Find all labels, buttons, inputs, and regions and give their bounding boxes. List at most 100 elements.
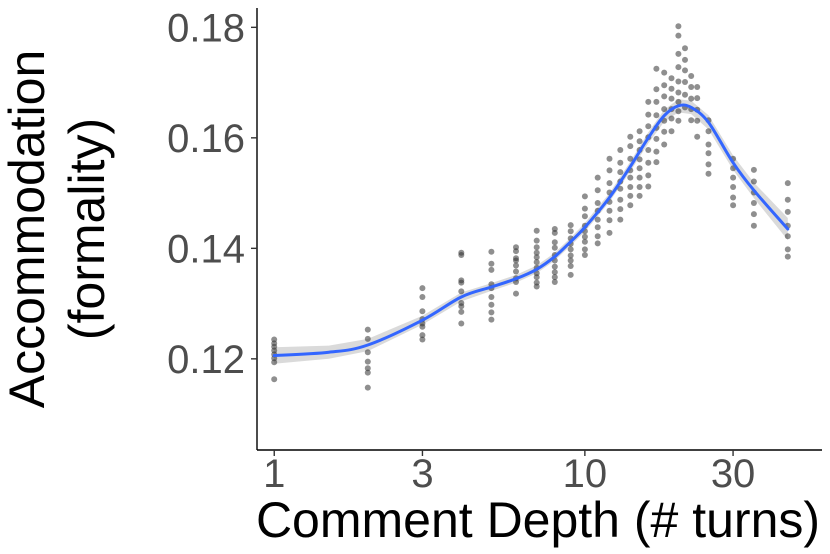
data-point (668, 128, 675, 135)
smooth-line-layer (272, 103, 790, 357)
data-point (551, 244, 558, 251)
y-tick-label: 0.14 (167, 227, 245, 271)
data-point (594, 233, 601, 240)
data-point (784, 253, 791, 260)
data-point (661, 69, 668, 76)
data-point (458, 303, 465, 310)
data-point (533, 283, 540, 290)
data-point (606, 229, 613, 236)
data-point (606, 207, 613, 214)
data-point (636, 192, 643, 199)
data-point (636, 156, 643, 163)
data-point (364, 335, 371, 342)
data-point (488, 309, 495, 316)
data-point (645, 147, 652, 153)
data-point (513, 290, 519, 297)
data-point (488, 294, 495, 300)
data-point (705, 141, 712, 148)
data-point (617, 216, 624, 223)
data-point (705, 170, 712, 177)
data-points-layer (271, 23, 791, 391)
data-point (750, 166, 757, 173)
data-point (606, 217, 613, 224)
data-point (419, 323, 426, 330)
data-point (533, 259, 540, 266)
data-point (567, 252, 574, 259)
data-point (653, 98, 660, 105)
data-point (688, 95, 695, 102)
y-axis-title: Accommodation (formality) (0, 50, 115, 409)
data-point (606, 180, 613, 187)
data-point (364, 326, 371, 333)
data-point (730, 184, 737, 190)
data-point (581, 233, 588, 240)
x-tick-label: 3 (411, 452, 433, 496)
data-point (675, 89, 682, 96)
data-point (364, 369, 371, 376)
data-point (458, 288, 465, 295)
data-point (750, 211, 757, 218)
confidence-band (274, 99, 788, 364)
data-point (661, 82, 668, 89)
data-point (705, 161, 712, 168)
data-point (533, 254, 540, 261)
data-point (653, 86, 660, 93)
data-point (705, 150, 712, 157)
data-point (594, 216, 601, 223)
data-point (675, 117, 682, 124)
data-point (419, 285, 426, 292)
data-point (364, 384, 371, 391)
confidence-band-layer (274, 99, 788, 364)
data-point (645, 111, 652, 118)
data-point (488, 248, 495, 255)
data-point (675, 32, 682, 39)
data-point (594, 174, 601, 181)
data-point (364, 365, 371, 372)
data-point (730, 202, 737, 209)
data-point (636, 138, 643, 145)
data-point (627, 202, 634, 209)
axes-layer (256, 8, 822, 451)
data-point (567, 228, 574, 235)
data-point (784, 246, 791, 253)
data-point (636, 128, 643, 135)
data-point (784, 196, 791, 203)
data-point (645, 123, 652, 130)
data-point (458, 308, 465, 315)
data-point (594, 224, 601, 231)
data-point (627, 143, 634, 150)
data-point (627, 184, 634, 190)
data-point (682, 45, 688, 52)
data-point (682, 56, 688, 63)
data-point (750, 200, 757, 206)
x-tick-label: 10 (563, 452, 608, 496)
data-point (533, 237, 540, 244)
data-point (617, 159, 624, 166)
data-point (694, 117, 701, 124)
data-point (675, 23, 682, 30)
data-point (617, 185, 624, 192)
data-point (606, 167, 613, 174)
data-point (271, 376, 278, 383)
data-point (730, 194, 737, 201)
data-point (581, 238, 588, 245)
data-point (581, 252, 588, 258)
data-point (617, 169, 624, 176)
x-tick-label: 30 (711, 452, 756, 496)
data-point (653, 159, 660, 166)
data-point (627, 192, 634, 199)
data-point (364, 358, 371, 365)
data-point (533, 274, 540, 281)
data-point (533, 249, 540, 256)
data-point (567, 222, 574, 229)
data-point (784, 180, 791, 187)
data-point (551, 269, 558, 276)
ticks-layer: 1 3 10 30 0.12 0.14 0.16 0.18 (167, 6, 755, 496)
data-point (682, 67, 688, 74)
data-point (688, 73, 695, 79)
data-point (551, 263, 558, 270)
data-point (675, 64, 682, 71)
data-point (419, 294, 426, 300)
data-point (513, 262, 519, 269)
data-point (594, 187, 601, 194)
